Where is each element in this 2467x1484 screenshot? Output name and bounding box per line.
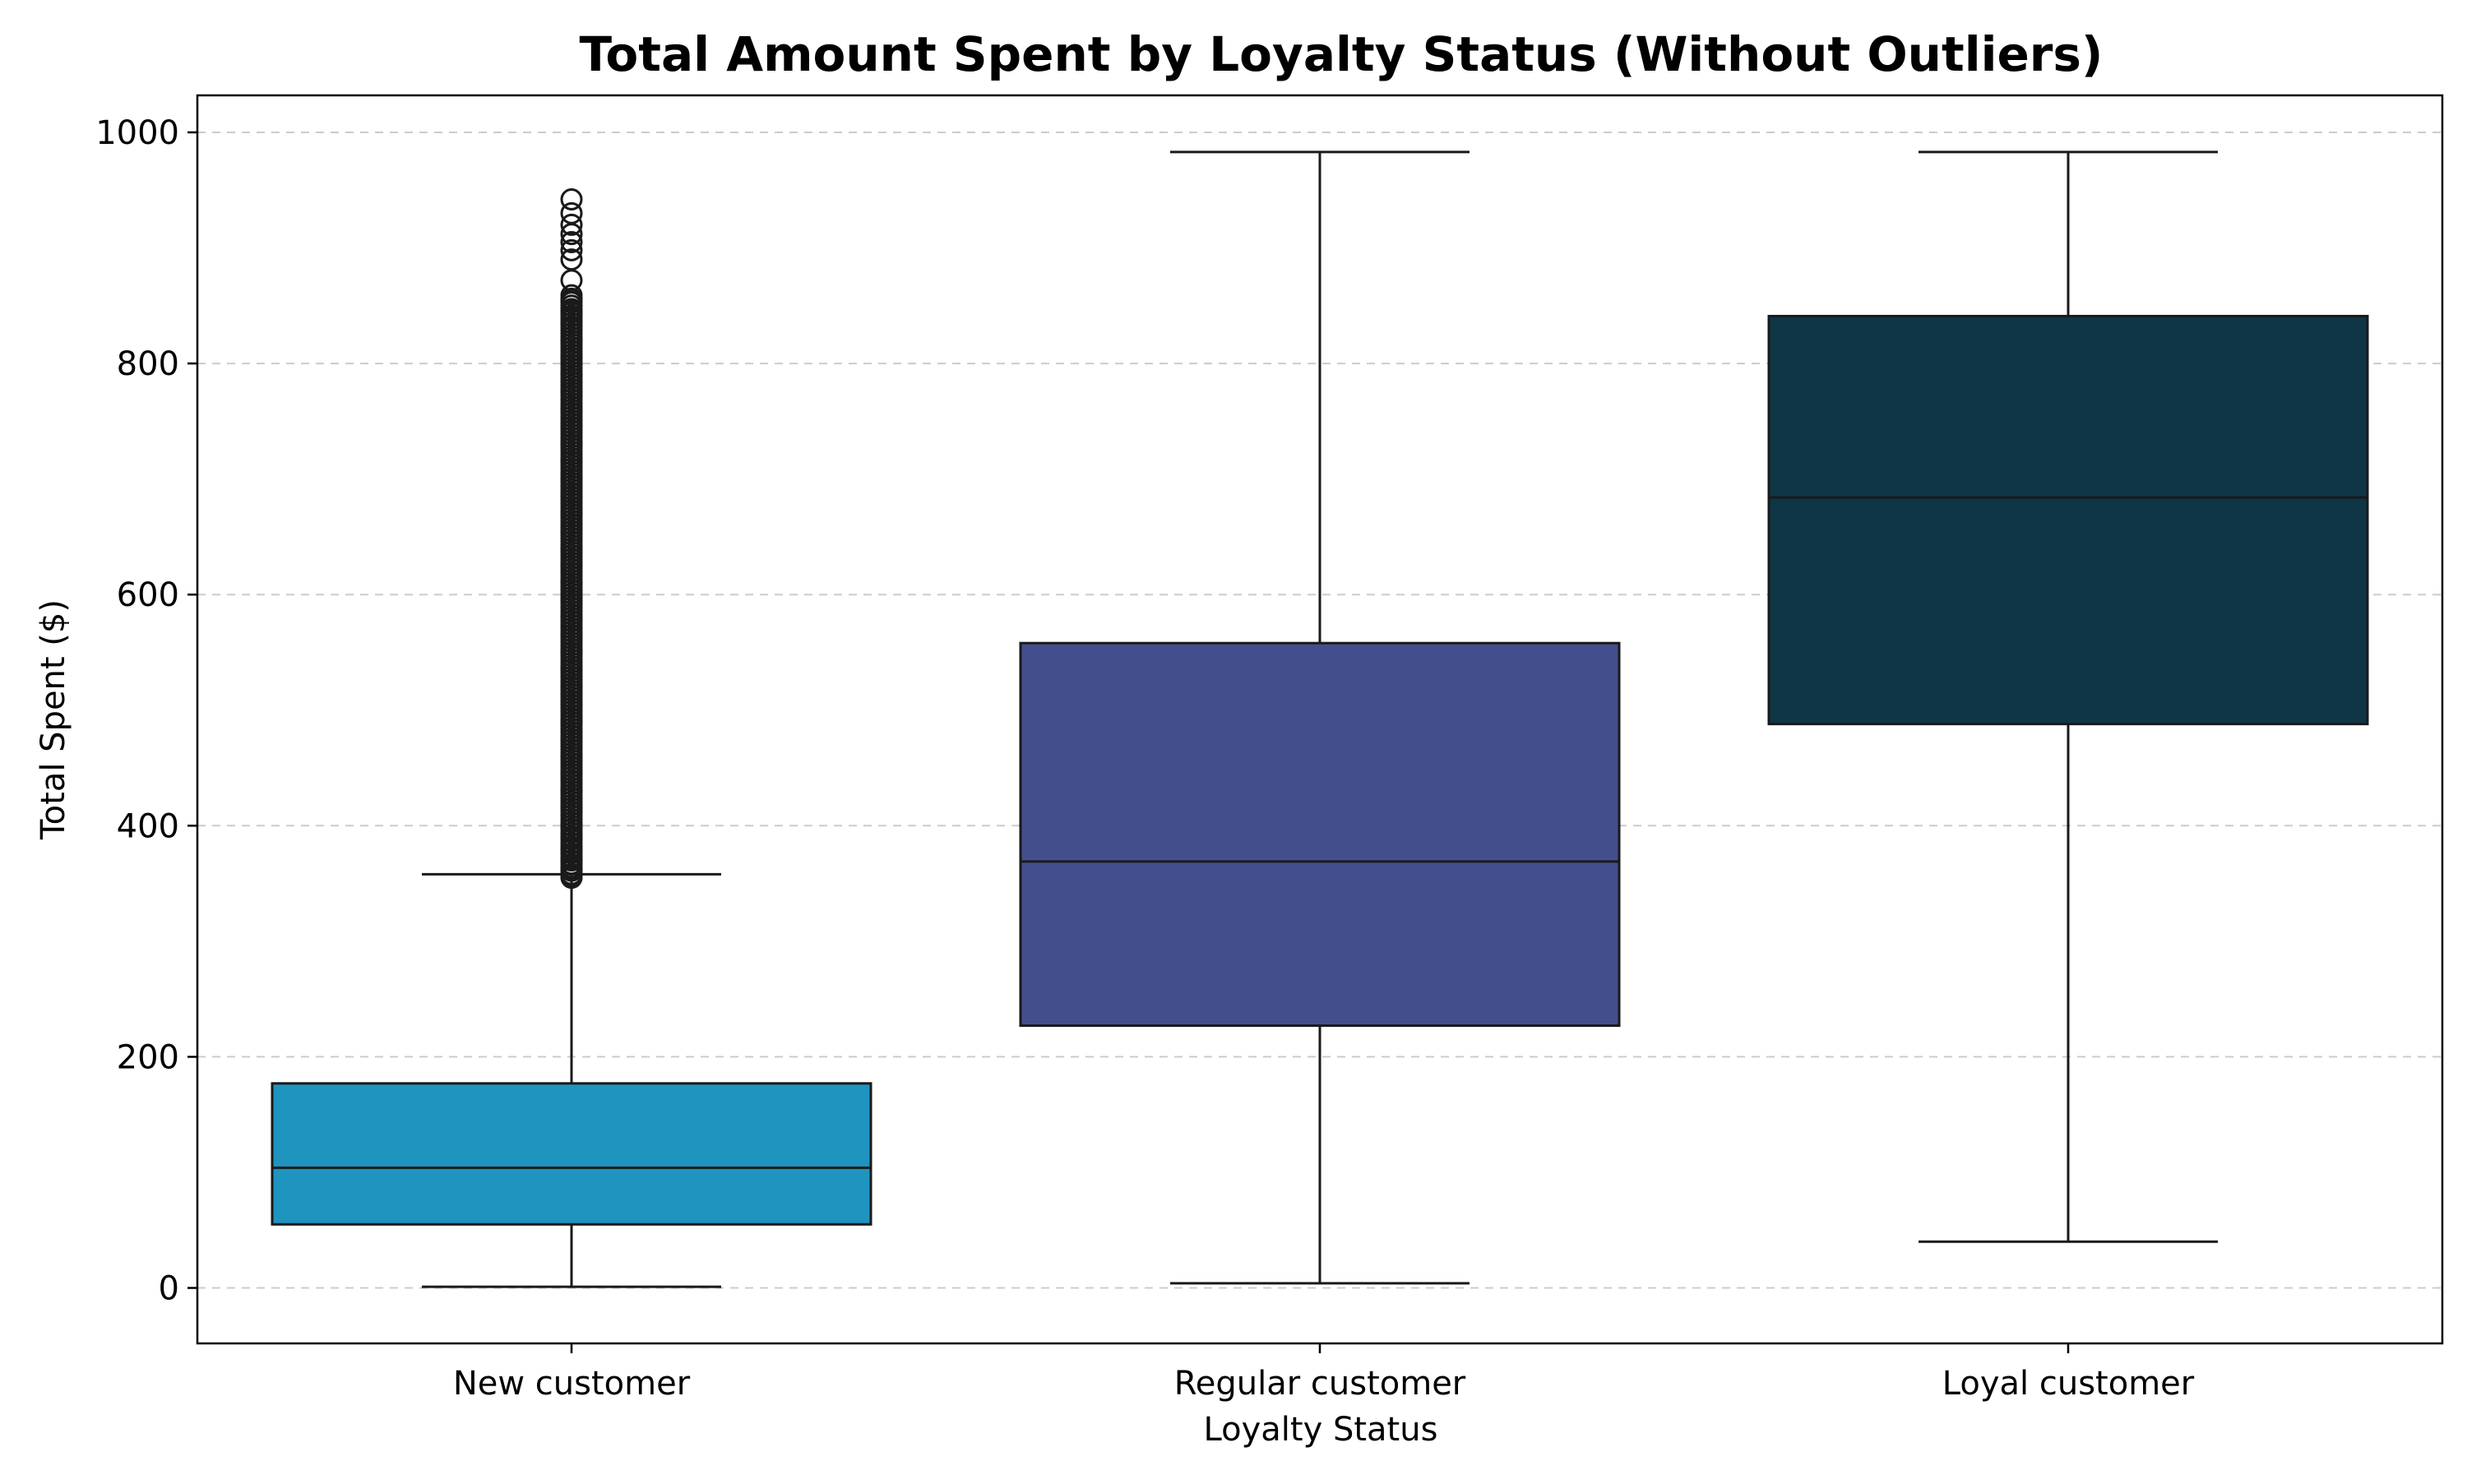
y-tick-label: 1000 (95, 114, 179, 152)
outlier-point (560, 623, 583, 646)
outlier-point (560, 640, 583, 663)
outlier-point (560, 659, 583, 682)
outlier-point (560, 502, 583, 525)
y-tick-label: 800 (117, 345, 179, 383)
outlier-point (560, 231, 583, 254)
outlier-point (560, 213, 583, 236)
outlier-point (560, 188, 583, 210)
outlier-point (560, 797, 583, 820)
outlier-point (560, 346, 583, 369)
outlier-point (560, 848, 583, 871)
outlier-point (560, 269, 583, 292)
x-tick-label: New customer (453, 1365, 691, 1403)
outlier-point (560, 398, 583, 421)
x-tick-label: Loyal customer (1942, 1365, 2195, 1403)
y-tick-label: 200 (117, 1038, 179, 1076)
outlier-point (560, 485, 583, 508)
outlier-point (560, 676, 583, 699)
outlier-point (560, 745, 583, 768)
outlier-points (560, 188, 583, 890)
x-axis-label: Loyalty Status (1204, 1411, 1438, 1449)
outlier-point (560, 520, 583, 543)
outlier-point (560, 329, 583, 352)
outlier-point (560, 865, 583, 888)
x-tick-label: Regular customer (1174, 1365, 1466, 1403)
outlier-point (560, 825, 583, 848)
y-axis-ticks: 0 200 400 600 800 1000 (95, 114, 197, 1308)
y-tick-label: 600 (117, 576, 179, 614)
iqr-box (271, 1082, 872, 1226)
y-axis-label: Total Spent ($) (35, 599, 72, 840)
outlier-point (560, 858, 583, 881)
outlier-point (560, 468, 583, 491)
outlier-point (560, 589, 583, 612)
iqr-box (1767, 314, 2369, 726)
outlier-point (560, 363, 583, 386)
outlier-point (560, 223, 583, 246)
x-axis-ticks: New customer Regular customer Loyal custom… (453, 1343, 2195, 1403)
box-group-new-customer (271, 188, 872, 1288)
outlier-point (560, 415, 583, 438)
outlier-point (560, 554, 583, 577)
outlier-point (560, 710, 583, 733)
box-group-loyal-customer (1767, 150, 2369, 1243)
chart-title: Total Amount Spent by Loyalty Status (Wi… (580, 26, 2104, 82)
outlier-point (560, 693, 583, 716)
y-tick-label: 400 (117, 807, 179, 845)
outlier-point (560, 451, 583, 474)
outlier-point (560, 289, 583, 312)
outlier-point (560, 571, 583, 594)
outlier-point (560, 381, 583, 404)
box-group-regular-customer (1019, 150, 1621, 1285)
outlier-point (560, 728, 583, 751)
outlier-point (560, 238, 583, 261)
outlier-point (560, 432, 583, 455)
iqr-box (1019, 641, 1621, 1027)
outlier-point (560, 779, 583, 802)
outlier-point (560, 606, 583, 629)
outlier-point (560, 762, 583, 785)
outlier-point (560, 312, 583, 335)
outlier-point (560, 300, 583, 323)
y-tick-label: 0 (159, 1270, 179, 1308)
outlier-point (560, 537, 583, 560)
outlier-point (560, 201, 583, 224)
outlier-point (560, 814, 583, 837)
box-series (271, 150, 2369, 1288)
